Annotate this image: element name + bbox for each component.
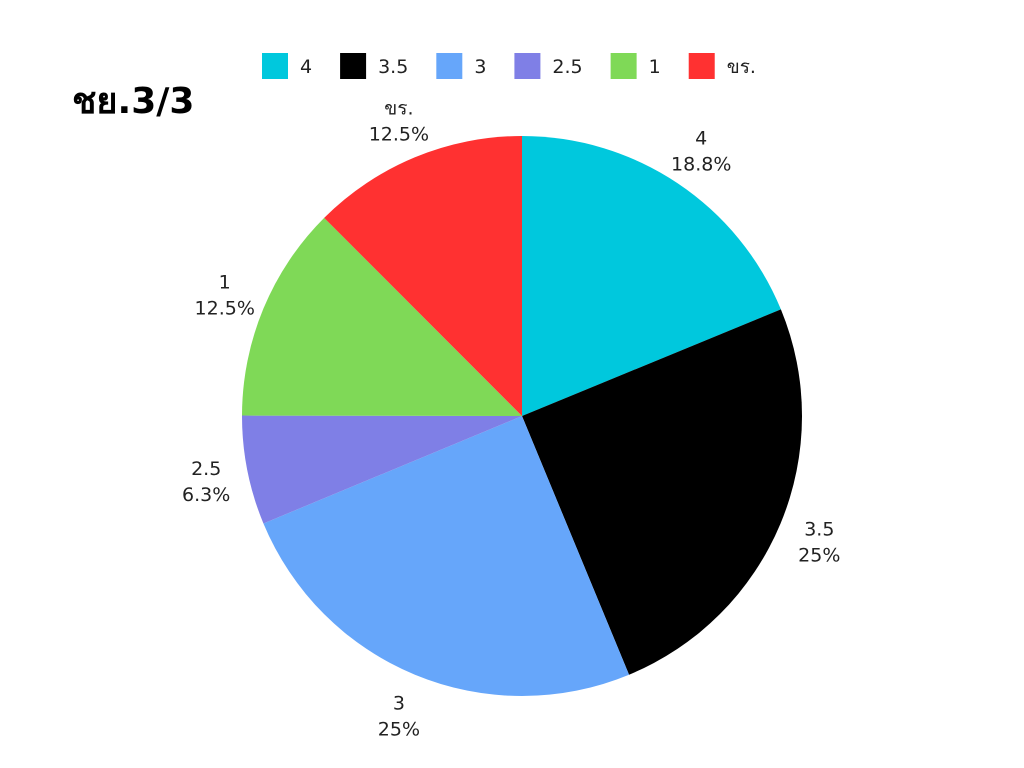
legend-swatch-4 — [610, 53, 637, 79]
slice-label-2: 3 — [393, 693, 405, 715]
slice-value-label-0: 18.8% — [671, 153, 731, 175]
slice-label-3: 2.5 — [191, 458, 221, 480]
pie-slice-4 — [242, 217, 522, 416]
slice-value-label-3: 6.3% — [182, 484, 230, 506]
pie-slice-2 — [263, 416, 630, 697]
legend-swatch-3 — [514, 53, 541, 79]
pie-slice-3 — [241, 415, 523, 524]
legend-swatch-1 — [340, 53, 367, 79]
slice-label-1: 3.5 — [804, 519, 834, 541]
slice-value-label-5: 12.5% — [369, 124, 429, 146]
legend-swatch-0 — [262, 53, 288, 79]
pie-slice-1 — [522, 309, 803, 675]
legend-swatch-2 — [436, 53, 463, 79]
legend-label-2: 3 — [474, 56, 486, 78]
legend-label-1: 3.5 — [378, 56, 408, 78]
chart-legend: 4 3.5 3 2.5 1 ขร. — [262, 53, 756, 79]
chart-title: ชย.3/3 — [72, 81, 195, 122]
slice-value-label-1: 25% — [798, 545, 840, 567]
slice-label-4: 1 — [219, 271, 231, 293]
legend-label-5: ขร. — [727, 56, 756, 78]
slice-label-0: 4 — [695, 127, 707, 149]
slice-value-label-4: 12.5% — [195, 297, 255, 319]
pie-slice-5 — [324, 136, 522, 416]
pie-slice-0 — [522, 136, 781, 416]
legend-label-0: 4 — [300, 56, 312, 78]
slice-value-label-2: 25% — [378, 719, 420, 741]
legend-label-3: 2.5 — [552, 56, 582, 78]
legend-swatch-5 — [688, 53, 715, 79]
slice-label-5: ขร. — [384, 98, 413, 120]
legend-label-4: 1 — [649, 56, 661, 78]
pie-slices — [241, 136, 803, 697]
slice-labels: 4 18.8% 3.5 25% 3 25% 2.5 6.3% 1 12.5% ขร. 12.5% — [182, 98, 840, 741]
